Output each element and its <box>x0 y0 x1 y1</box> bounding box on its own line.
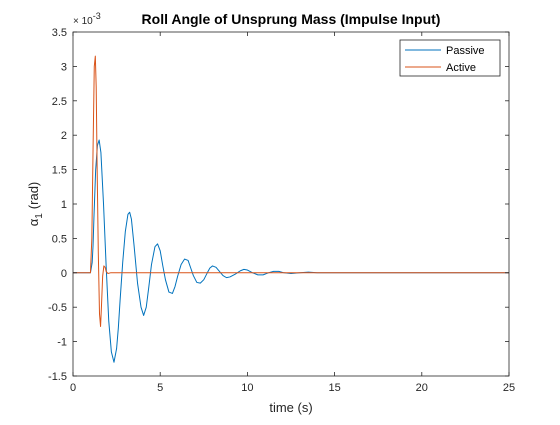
y-axis-label-symbol: α <box>26 218 41 226</box>
y-tick-label: 3 <box>61 61 67 73</box>
y-tick-label: 1 <box>61 199 67 211</box>
chart-title: Roll Angle of Unsprung Mass (Impulse Inp… <box>142 11 441 27</box>
series-layer <box>73 55 509 363</box>
y-ticks: -1.5 -1 -0.5 0 0.5 1 1.5 2 2.5 3 3.5 <box>48 27 509 383</box>
x-tick-label: 5 <box>157 382 163 394</box>
y-axis-label-unit: (rad) <box>26 182 41 209</box>
x-tick-label: 15 <box>328 382 340 394</box>
y-axis-exponent-power: -3 <box>93 11 101 21</box>
x-tick-label: 25 <box>503 382 515 394</box>
legend: Passive Active <box>399 39 501 77</box>
y-tick-label: 1.5 <box>52 165 67 177</box>
y-axis-label-subscript: 1 <box>34 213 45 219</box>
series-line-active <box>73 55 509 327</box>
y-tick-label: 2 <box>61 130 67 142</box>
y-tick-label: -1 <box>57 337 67 349</box>
x-ticks: 0 5 10 15 20 25 <box>70 32 515 394</box>
legend-label-active: Active <box>446 62 476 74</box>
y-tick-label: 0 <box>61 268 67 280</box>
plot-area <box>73 32 509 376</box>
y-axis-exponent: × 10-3 <box>73 11 101 27</box>
x-tick-label: 10 <box>241 382 253 394</box>
y-tick-label: -1.5 <box>48 371 67 383</box>
svg-text:α1(rad): α1 (rad) <box>26 182 45 227</box>
y-tick-label: 2.5 <box>52 96 67 108</box>
legend-label-passive: Passive <box>446 45 485 57</box>
x-tick-label: 20 <box>416 382 428 394</box>
y-tick-label: -0.5 <box>48 302 67 314</box>
legend-box <box>399 39 501 77</box>
y-tick-label: 3.5 <box>52 27 67 39</box>
x-tick-label: 0 <box>70 382 76 394</box>
x-axis-label: time (s) <box>269 400 312 415</box>
y-axis-label: α1 (rad) <box>26 182 45 227</box>
y-tick-label: 0.5 <box>52 233 67 245</box>
y-axis-exponent-base: × 10 <box>73 16 93 27</box>
